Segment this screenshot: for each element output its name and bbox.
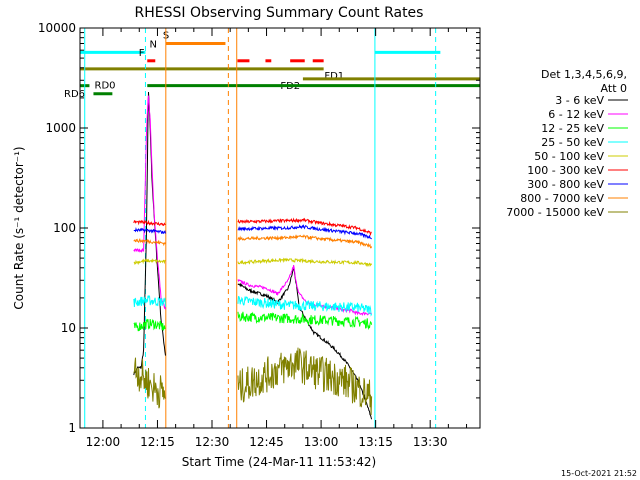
y-tick-label: 10 [61, 321, 76, 335]
x-tick-label: 12:45 [249, 435, 284, 449]
flag-bars: NSFFD1FD2RD0RD6 [64, 30, 480, 100]
legend-label: 3 - 6 keV [555, 94, 604, 107]
y-tick-label: 1000 [45, 121, 76, 135]
y-axis-label: Count Rate (s⁻¹ detector⁻¹) [12, 146, 26, 309]
flag-label-rd0: RD0 [95, 81, 116, 92]
flag-label-fd1: FD1 [324, 71, 344, 82]
series-line [133, 294, 166, 308]
legend-label: 25 - 50 keV [541, 136, 604, 149]
series-line [133, 227, 166, 235]
series-line [237, 311, 373, 331]
x-tick-label: 13:00 [304, 435, 339, 449]
series-line [237, 295, 373, 317]
series-lines [133, 91, 373, 420]
legend-label: 100 - 300 keV [527, 164, 604, 177]
series-line [133, 318, 166, 332]
x-tick-label: 12:30 [195, 435, 230, 449]
series-line [133, 357, 166, 409]
chart-title: RHESSI Observing Summary Count Rates [135, 5, 424, 21]
x-tick-label: 12:00 [86, 435, 121, 449]
series-line [237, 268, 373, 420]
x-tick-label: 13:15 [358, 435, 393, 449]
flag-label-rd6: RD6 [64, 89, 85, 100]
series-line [237, 347, 373, 416]
legend-header-line-1: Det 1,3,4,5,6,9, [541, 68, 627, 81]
legend-label: 6 - 12 keV [548, 108, 604, 121]
x-axis-label: Start Time (24-Mar-11 11:53:42) [182, 455, 376, 469]
legend-label: 7000 - 15000 keV [506, 206, 604, 219]
footer-date: 15-Oct-2021 21:52 [561, 469, 637, 478]
x-tick-label: 13:30 [413, 435, 448, 449]
series-line [133, 238, 166, 247]
series-line [237, 257, 373, 268]
series-line [237, 234, 373, 249]
y-tick-label: 10000 [38, 21, 76, 35]
x-tick-label: 12:15 [140, 435, 175, 449]
flag-label-n: N [149, 39, 156, 50]
y-tick-label: 100 [53, 221, 76, 235]
legend-label: 300 - 800 keV [527, 178, 604, 191]
series-line [237, 224, 372, 240]
legend-header-line-2: Att 0 [601, 82, 627, 95]
y-tick-label: 1 [68, 421, 76, 435]
y-axis-ticks: 1 10 100 1000 10000 [38, 21, 480, 435]
legend-label: 50 - 100 keV [534, 150, 604, 163]
legend-label: 12 - 25 keV [541, 122, 604, 135]
x-axis-ticks: 12:00 12:15 12:30 12:45 13:00 13:15 13:30 [86, 28, 468, 449]
series-line [133, 95, 166, 310]
series-line [133, 91, 166, 376]
legend-label: 800 - 7000 keV [520, 192, 604, 205]
series-line [133, 258, 166, 266]
series-line [237, 217, 372, 237]
flag-label-f: F [139, 48, 145, 59]
series-line [133, 219, 166, 227]
